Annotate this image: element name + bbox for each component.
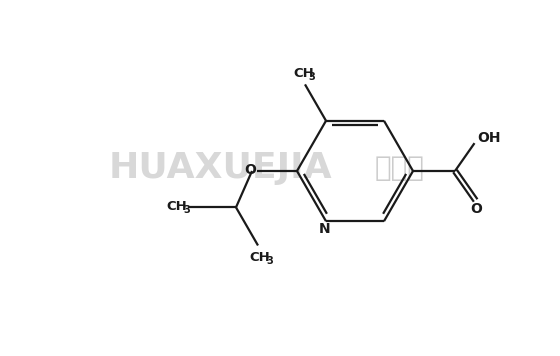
Text: 3: 3 [309, 72, 315, 82]
Text: CH: CH [167, 200, 188, 213]
Text: O: O [244, 163, 256, 177]
Text: CH: CH [250, 251, 270, 264]
Text: 3: 3 [184, 205, 190, 215]
Text: N: N [319, 222, 331, 236]
Text: 3: 3 [267, 256, 273, 267]
Text: HUAXUEJIA: HUAXUEJIA [108, 151, 332, 185]
Text: O: O [471, 203, 483, 216]
Text: OH: OH [477, 131, 500, 145]
Text: 化学加: 化学加 [375, 154, 425, 182]
Text: CH: CH [293, 67, 314, 80]
